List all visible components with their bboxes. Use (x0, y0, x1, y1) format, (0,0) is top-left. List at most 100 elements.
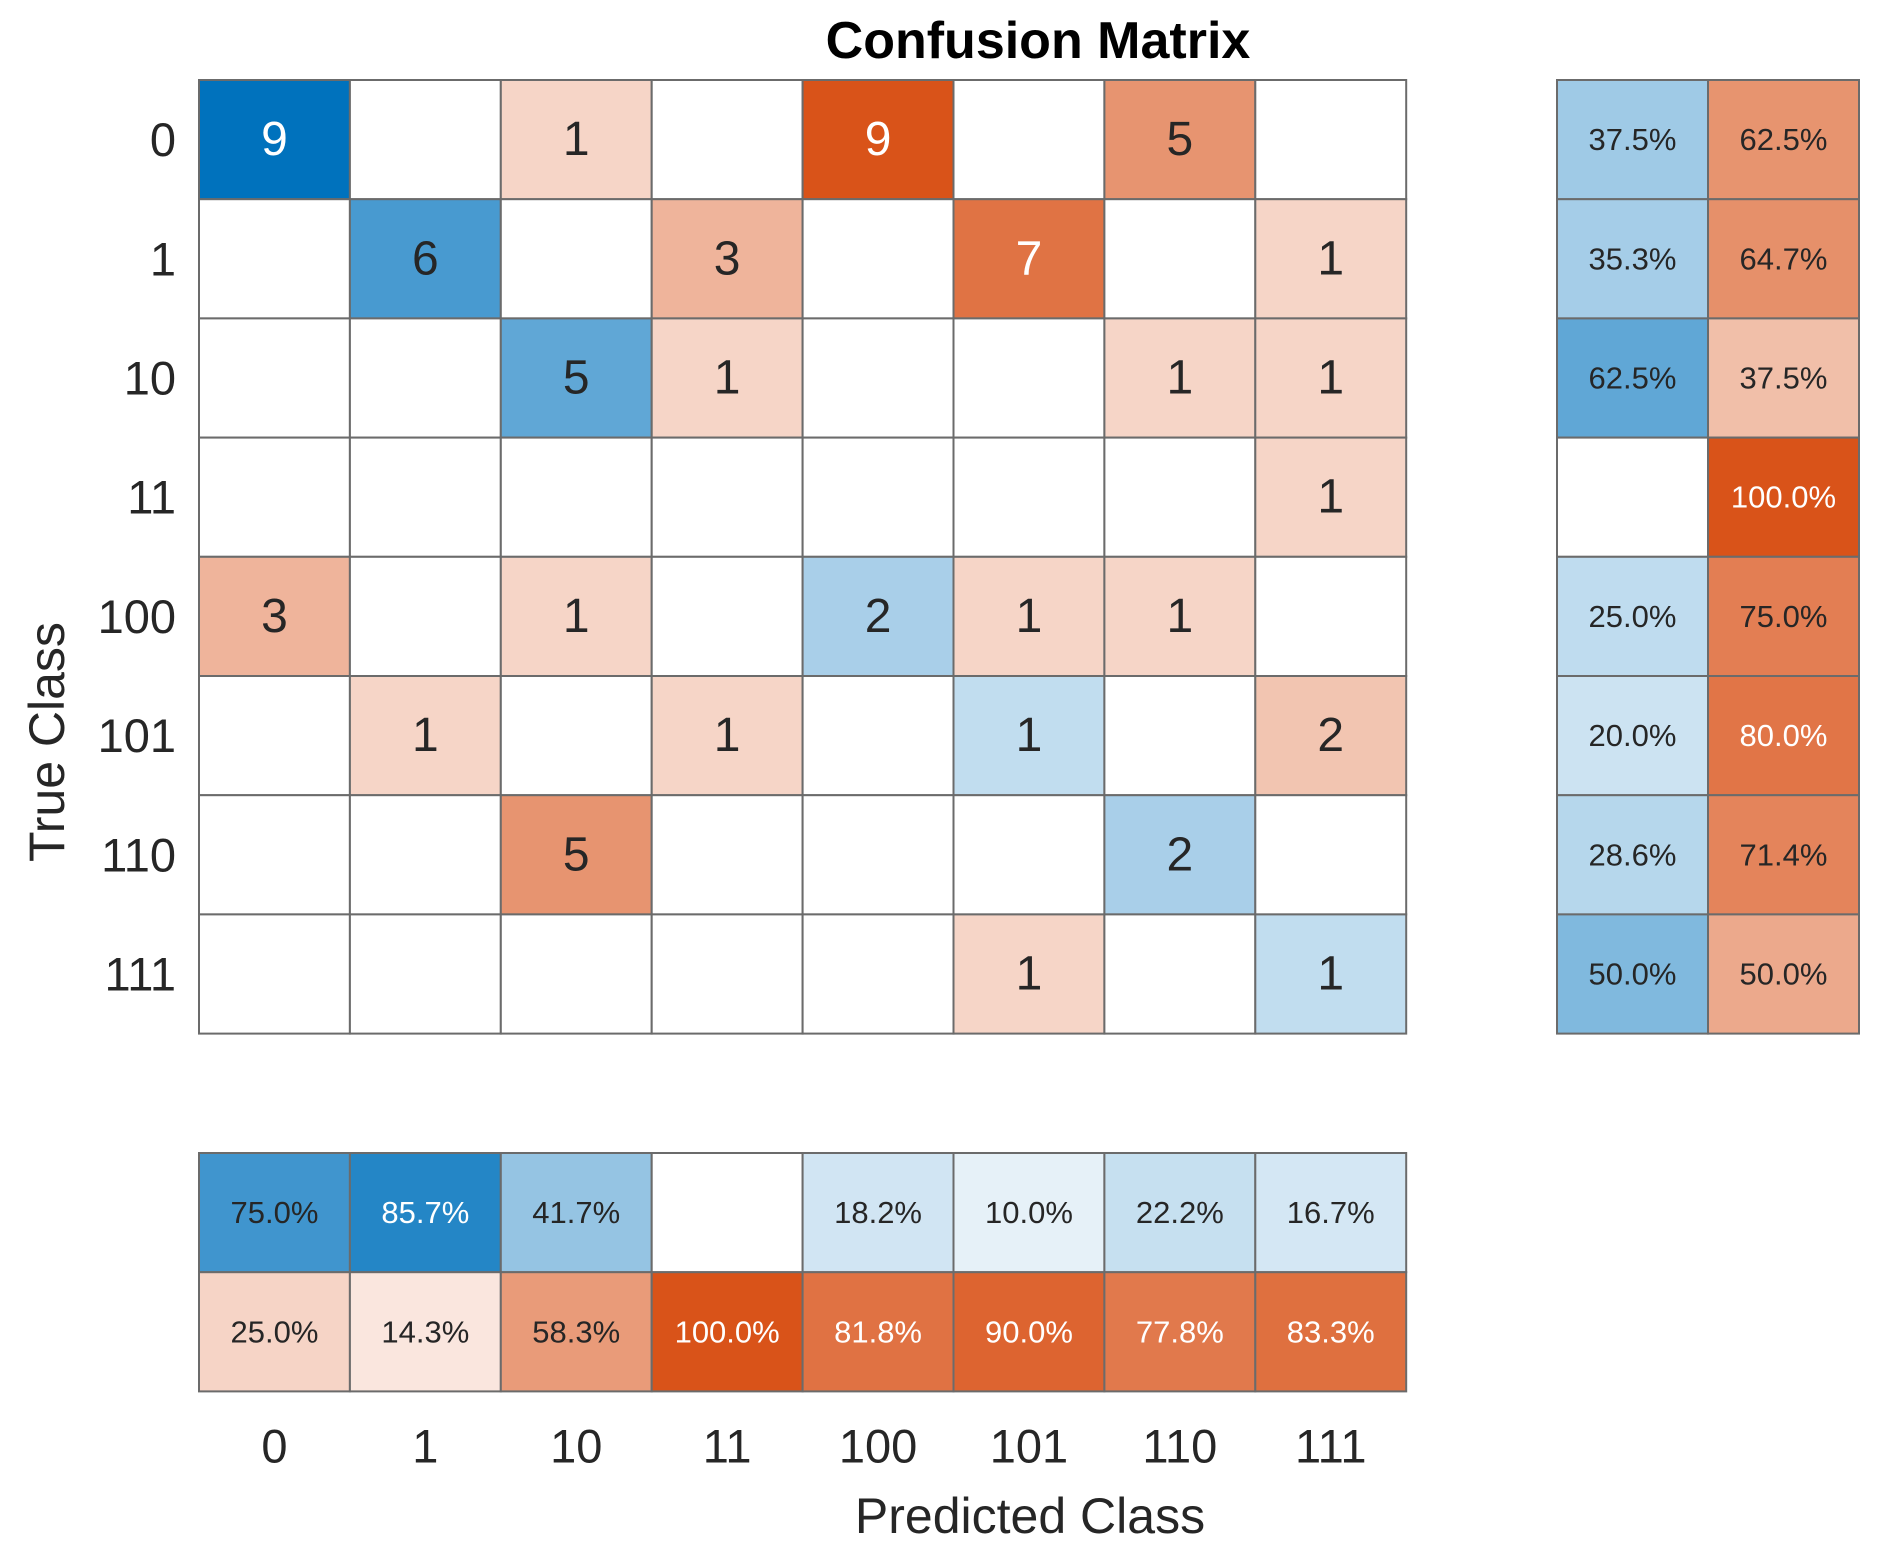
matrix-cell-r5-c4-rect (801, 675, 955, 797)
matrix-cell-r1-c3: 3 (650, 198, 804, 320)
matrix-cell-r5-c3-label: 1 (714, 709, 741, 762)
column-summary-incorrect-4: 81.8% (801, 1271, 955, 1393)
matrix-cell-r7-c5: 1 (952, 913, 1106, 1035)
matrix-cell-r5-c5-label: 1 (1016, 709, 1043, 762)
row-summary-incorrect-5-label: 80.0% (1740, 718, 1828, 753)
matrix-cell-r6-c6: 2 (1103, 794, 1257, 916)
matrix-cell-r4-c6-label: 1 (1166, 590, 1193, 643)
matrix-cell-r0-c7-rect (1254, 79, 1408, 201)
matrix-cell-r3-c2-rect (499, 436, 653, 558)
column-summary-incorrect-7-rect (1254, 1271, 1408, 1393)
matrix-cell-r4-c0: 3 (198, 555, 351, 677)
matrix-cell-r1-c7-rect (1254, 198, 1408, 320)
row-summary-incorrect-5-rect (1707, 675, 1860, 797)
matrix-cell-r4-c3-rect (650, 555, 804, 677)
column-summary-incorrect-2-rect (499, 1271, 653, 1393)
column-summary-incorrect-6-label: 77.8% (1136, 1314, 1224, 1349)
row-summary-incorrect-3-label: 100.0% (1731, 480, 1836, 515)
matrix-cell-r1-c1: 6 (348, 198, 502, 320)
matrix-cell-r7-c4 (801, 913, 955, 1035)
matrix-cell-r2-c2: 5 (499, 317, 653, 439)
matrix-cell-r4-c0-label: 3 (261, 590, 288, 643)
column-summary-correct-3-rect (650, 1152, 804, 1274)
matrix-cell-r3-c7: 1 (1254, 436, 1408, 558)
y-tick-10: 10 (124, 352, 176, 405)
row-summary-correct-4: 25.0% (1556, 555, 1709, 677)
matrix-cell-r0-c3-rect (650, 79, 804, 201)
x-tick-111: 111 (1295, 1420, 1366, 1473)
matrix-cell-r5-c7: 2 (1254, 675, 1408, 797)
matrix-cell-r5-c7-rect (1254, 675, 1408, 797)
matrix-cell-r5-c6 (1103, 675, 1257, 797)
matrix-cell-r7-c5-rect (952, 913, 1106, 1035)
matrix-cell-r0-c2-label: 1 (563, 113, 590, 166)
matrix-cell-r0-c1-rect (348, 79, 502, 201)
matrix-cell-r7-c0-rect (198, 913, 351, 1035)
y-axis-label: True Class (19, 622, 75, 862)
row-summary-incorrect-0-label: 62.5% (1740, 122, 1828, 157)
column-summary-incorrect-1-label: 14.3% (381, 1314, 469, 1349)
matrix-cell-r3-c5 (952, 436, 1106, 558)
matrix-cell-r2-c7-label: 1 (1317, 352, 1344, 405)
column-summary-incorrect-5-label: 90.0% (985, 1314, 1073, 1349)
matrix-cell-r5-c0 (198, 675, 351, 797)
matrix-cell-r2-c6-label: 1 (1166, 352, 1193, 405)
row-summary-correct-4-label: 25.0% (1589, 599, 1677, 634)
matrix-cell-r6-c2-label: 5 (563, 828, 590, 881)
row-summary-correct-1: 35.3% (1556, 198, 1709, 320)
matrix-cell-r1-c4 (801, 198, 955, 320)
column-summary-incorrect-5: 90.0% (952, 1271, 1106, 1393)
column-summary-correct-7: 16.7% (1254, 1152, 1408, 1274)
column-summary-correct-1-label: 85.7% (381, 1195, 469, 1230)
matrix-cell-r2-c0 (198, 317, 351, 439)
matrix-cell-r6-c7-rect (1254, 794, 1408, 916)
row-summary-correct-5-rect (1556, 675, 1709, 797)
y-tick-100: 100 (98, 590, 176, 643)
matrix-cell-r3-c3 (650, 436, 804, 558)
matrix-cell-r4-c2-label: 1 (563, 590, 590, 643)
matrix-cell-r6-c4 (801, 794, 955, 916)
column-summary-incorrect-1-rect (348, 1271, 502, 1393)
matrix-cell-r3-c7-label: 1 (1317, 471, 1344, 524)
x-tick-11: 11 (703, 1420, 752, 1473)
row-summary-incorrect-6-rect (1707, 794, 1860, 916)
x-tick-10: 10 (550, 1420, 602, 1473)
column-summary-correct-4-label: 18.2% (834, 1195, 922, 1230)
matrix-cell-r4-c7-rect (1254, 555, 1408, 677)
matrix-cell-r7-c7: 1 (1254, 913, 1408, 1035)
matrix-cell-r7-c7-label: 1 (1317, 948, 1344, 1001)
x-tick-labels: 0 1 10 11 100 101 110 111 (261, 1420, 1366, 1473)
row-summary-correct-0: 37.5% (1556, 79, 1709, 201)
matrix-cell-r4-c7 (1254, 555, 1408, 677)
column-summary-correct-0-rect (198, 1152, 351, 1274)
matrix-cell-r2-c3-rect (650, 317, 804, 439)
matrix-cell-r6-c3 (650, 794, 804, 916)
matrix-cell-r4-c4-rect (801, 555, 955, 677)
column-summary-correct-5-label: 10.0% (985, 1195, 1073, 1230)
matrix-cell-r3-c6-rect (1103, 436, 1257, 558)
matrix-cell-r4-c6: 1 (1103, 555, 1257, 677)
row-summary-incorrect-0-rect (1707, 79, 1860, 201)
matrix-cell-r5-c3: 1 (650, 675, 804, 797)
matrix-cell-r7-c1-rect (348, 913, 502, 1035)
matrix-cell-r1-c2 (499, 198, 653, 320)
column-summary-correct-6-rect (1103, 1152, 1257, 1274)
column-summary-incorrect-6-rect (1103, 1271, 1257, 1393)
x-axis-label: Predicted Class (855, 1488, 1205, 1544)
row-summary-incorrect-1: 64.7% (1707, 198, 1860, 320)
matrix-cell-r7-c7-rect (1254, 913, 1408, 1035)
matrix-cell-r5-c2-rect (499, 675, 653, 797)
row-summary-correct-0-label: 37.5% (1589, 122, 1677, 157)
column-summary-correct-3 (650, 1152, 804, 1274)
matrix-cell-r0-c3 (650, 79, 804, 201)
matrix-cell-r0-c1 (348, 79, 502, 201)
matrix-cell-r5-c1: 1 (348, 675, 502, 797)
column-summary-incorrect-7: 83.3% (1254, 1271, 1408, 1393)
matrix-cell-r7-c4-rect (801, 913, 955, 1035)
matrix-cell-r1-c6-rect (1103, 198, 1257, 320)
matrix-cell-r3-c0 (198, 436, 351, 558)
matrix-cell-r0-c2: 1 (499, 79, 653, 201)
row-summary-incorrect-7-label: 50.0% (1740, 957, 1828, 992)
matrix-cell-r7-c5-label: 1 (1016, 948, 1043, 1001)
